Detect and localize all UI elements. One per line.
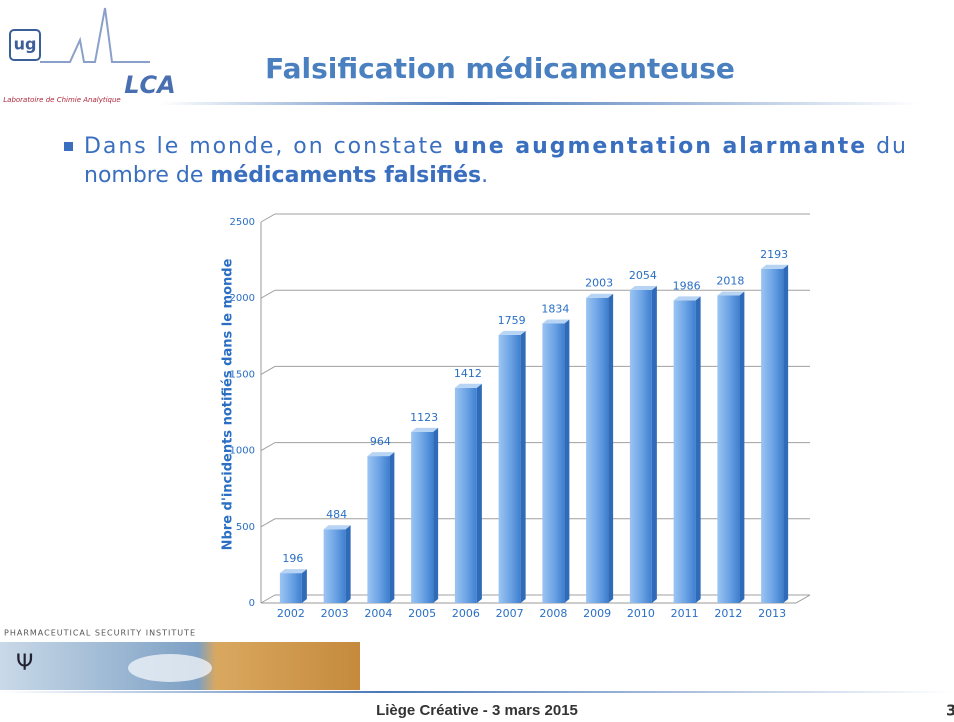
- bullet-emphasis: une augmentation alarmante: [454, 134, 866, 159]
- slide-title: Falsification médicamenteuse: [265, 52, 735, 85]
- bar-top: [323, 525, 351, 530]
- bar-top: [586, 293, 614, 298]
- bar-side: [476, 383, 482, 603]
- x-tick-label: 2013: [758, 607, 786, 620]
- data-label: 1123: [410, 411, 438, 424]
- y-tick-label: 2500: [230, 217, 255, 228]
- bar-top: [673, 296, 701, 301]
- bar: [367, 456, 390, 603]
- bar: [323, 529, 346, 603]
- title-separator: [160, 102, 920, 105]
- data-label: 1412: [454, 367, 482, 380]
- y-tick-label: 1500: [230, 369, 255, 380]
- bar-top: [367, 452, 395, 457]
- x-tick-label: 2010: [627, 607, 655, 620]
- x-tick-label: 2011: [671, 607, 699, 620]
- bar-side: [651, 285, 657, 603]
- bar-side: [301, 569, 307, 603]
- footer: Liège Créative - 3 mars 2015: [376, 702, 578, 719]
- y-tick-label: 2000: [230, 293, 255, 304]
- bar-side: [695, 296, 701, 603]
- bar: [279, 573, 302, 603]
- data-label: 1986: [673, 279, 701, 292]
- y-axis-title: Nbre d'incidents notifiés dans le monde: [221, 258, 236, 550]
- bar-top: [411, 427, 439, 432]
- bar-side: [433, 427, 439, 603]
- bar-side: [389, 452, 395, 603]
- bar-top: [629, 285, 657, 290]
- bullet-marker: [64, 142, 73, 151]
- floor: [261, 594, 811, 604]
- bar-top: [761, 264, 789, 269]
- data-label: 2003: [585, 277, 613, 290]
- x-tick-label: 2007: [496, 607, 524, 620]
- data-label: 484: [326, 508, 347, 521]
- bar-top: [454, 383, 482, 388]
- footer-separator: [0, 691, 954, 693]
- logo-lab-name: Laboratoire de Chimie Analytique: [3, 96, 120, 104]
- bar: [673, 300, 696, 603]
- lab-logo: ug LCA Laboratoire de Chimie Analytique: [3, 7, 176, 104]
- data-label: 1759: [498, 314, 526, 327]
- x-tick-label: 2004: [364, 607, 392, 620]
- psi-logo: Pharmaceutical Security Institute Ψ: [0, 606, 360, 690]
- bullet-text: Dans le monde, on constate: [84, 134, 452, 159]
- data-label: 1834: [541, 302, 569, 315]
- bar: [761, 268, 784, 603]
- page-number: 3: [946, 702, 954, 720]
- bullet-text: .: [481, 163, 488, 188]
- chart: Nbre d'incidents notifiés dans le monde 0…: [221, 213, 811, 620]
- data-label: 964: [370, 435, 391, 448]
- x-tick-label: 2006: [452, 607, 480, 620]
- bar-side: [739, 291, 745, 603]
- bar-side: [345, 525, 351, 603]
- bar: [629, 289, 652, 603]
- logo-short: ug: [14, 35, 37, 54]
- bullet-text: nombre de: [84, 163, 210, 188]
- bar: [717, 295, 740, 603]
- bullet-emphasis: médicaments falsifiés: [210, 163, 481, 188]
- x-tick-label: 2002: [277, 607, 305, 620]
- bar-side: [564, 319, 570, 603]
- data-label: 196: [282, 552, 303, 565]
- grid-line: [260, 213, 810, 223]
- bar-side: [783, 264, 789, 603]
- bar-side: [608, 293, 614, 603]
- psi-name: Pharmaceutical Security Institute: [4, 629, 196, 638]
- bar-top: [542, 319, 570, 324]
- data-label: 2054: [629, 269, 657, 282]
- bullet-text: du: [867, 134, 906, 159]
- bar: [454, 387, 477, 603]
- bar: [498, 334, 521, 603]
- x-tick-label: 2005: [408, 607, 436, 620]
- bar: [411, 431, 434, 603]
- x-tick-label: 2012: [714, 607, 742, 620]
- y-tick-label: 500: [236, 522, 255, 533]
- bar-top: [279, 569, 307, 574]
- data-label: 2193: [760, 248, 788, 261]
- bar-side: [520, 330, 526, 603]
- y-tick-label: 1000: [230, 446, 255, 457]
- psi-symbol: Ψ: [16, 651, 33, 676]
- logo-lab: LCA: [124, 71, 175, 99]
- bar: [586, 297, 609, 603]
- bar: [542, 323, 565, 603]
- bar-top: [717, 291, 745, 296]
- bullet-line-1: Dans le monde, on constate une augmentat…: [84, 134, 906, 159]
- x-tick-label: 2003: [321, 607, 349, 620]
- bullet-line-2: nombre de médicaments falsifiés.: [84, 163, 488, 188]
- x-tick-label: 2009: [583, 607, 611, 620]
- bar-top: [498, 330, 526, 335]
- data-label: 2018: [716, 274, 744, 287]
- x-tick-label: 2008: [539, 607, 567, 620]
- y-tick-label: 0: [249, 598, 255, 609]
